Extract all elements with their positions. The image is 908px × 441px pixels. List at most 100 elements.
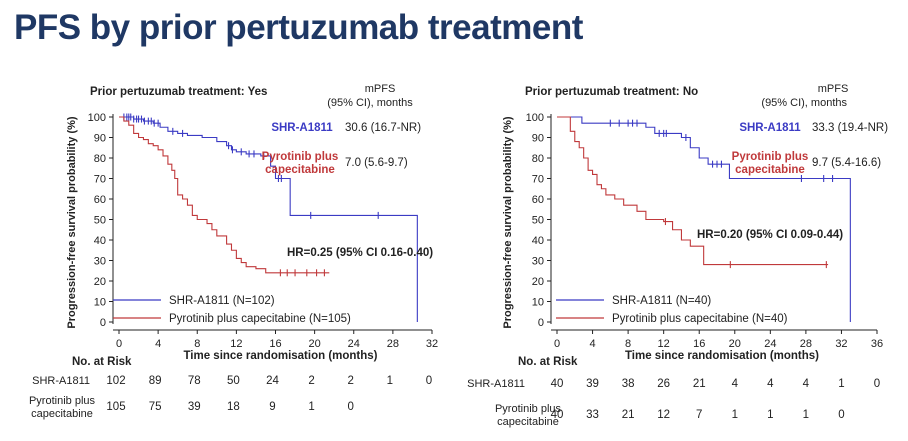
panel-1-mpfs-value-1: 30.6 (16.7-NR) — [345, 122, 421, 134]
panel-1-y-tick-label: 0 — [100, 317, 106, 329]
panel-1-mpfs-value-2: 7.0 (5.6-9.7) — [345, 157, 408, 169]
panel-1-x-axis-label: Time since randomisation (months) — [183, 350, 377, 362]
panel-2-x-tick-label: 20 — [729, 338, 741, 350]
panel-2-series-1-line — [557, 116, 851, 322]
panel-2-risk-row-2-value: 33 — [586, 409, 599, 421]
slide-title: PFS by prior pertuzumab treatment — [14, 8, 583, 47]
panel-2-x-tick-label: 8 — [625, 338, 631, 350]
panel-2-x-tick-label: 24 — [764, 338, 776, 350]
panel-2-x-tick-label: 0 — [554, 338, 560, 350]
panel-2-risk-row-1-value: 4 — [767, 378, 774, 390]
panel-2-risk-row-2-value: 7 — [696, 409, 702, 421]
panel-2-y-tick-label: 70 — [532, 174, 544, 186]
panel-2-risk-row-2-value: 0 — [838, 409, 844, 421]
panel-1-mpfs-name-1: SHR-A1811 — [271, 122, 333, 134]
panel-2-y-tick-label: 50 — [532, 215, 544, 227]
panel-1-x-tick-label: 16 — [269, 338, 281, 350]
panel-2-x-axis-label: Time since randomisation (months) — [625, 350, 819, 362]
panel-1-x-tick-label: 20 — [309, 338, 321, 350]
panel-2-risk-row-2-value: 1 — [803, 409, 809, 421]
panel-2-risk-row-2-value: 1 — [732, 409, 738, 421]
panel-2-risk-row-1-value: 4 — [803, 378, 810, 390]
panel-2-risk-row-2-value: 40 — [551, 409, 564, 421]
panel-2-mpfs-subheader: (95% CI), months — [761, 97, 847, 109]
panel-1-risk-row-2-label: capecitabine — [31, 408, 93, 420]
panel-2-risk-row-1-value: 4 — [732, 378, 739, 390]
panel-2-risk-row-2-label: Pyrotinib plus — [495, 403, 562, 415]
panel-2-y-tick-label: 100 — [526, 112, 544, 124]
panel-1-risk-row-1-value: 24 — [266, 375, 279, 387]
panel-1-y-tick-label: 10 — [94, 297, 106, 309]
panel-1-y-tick-label: 60 — [94, 194, 106, 206]
panel-2-legend-label-2: Pyrotinib plus capecitabine (N=40) — [612, 313, 788, 325]
panel-1-x-tick-label: 8 — [194, 338, 200, 350]
panel-1-legend-label-2: Pyrotinib plus capecitabine (N=105) — [169, 313, 351, 325]
panel-1-mpfs-subheader: (95% CI), months — [327, 97, 413, 109]
panel-1-y-tick-label: 70 — [94, 174, 106, 186]
panel-2-y-tick-label: 30 — [532, 256, 544, 268]
panel-1-risk-row-1-value: 1 — [387, 375, 393, 387]
panel-2-y-tick-label: 90 — [532, 133, 544, 145]
panel-2-hazard-ratio: HR=0.20 (95% CI 0.09-0.44) — [697, 229, 843, 241]
panel-1-risk-row-2-value: 1 — [308, 401, 314, 413]
panel-1-risk-row-1-value: 50 — [227, 375, 240, 387]
panel-2-risk-row-2-value: 12 — [657, 409, 670, 421]
panel-1-risk-row-1-value: 102 — [106, 375, 125, 387]
panel-1-risk-row-2-value: 75 — [149, 401, 162, 413]
panel-1-y-axis-label: Progression-free survival probability (%… — [66, 116, 78, 328]
panel-2-risk-row-2-label: capecitabine — [497, 416, 559, 428]
panel-1-risk-row-2-value: 9 — [269, 401, 275, 413]
panel-2-title: Prior pertuzumab treatment: No — [525, 86, 698, 98]
panel-1-risk-row-2-label: Pyrotinib plus — [29, 395, 96, 407]
panel-1-risk-row-1-value: 2 — [308, 375, 314, 387]
panel-2-x-tick-label: 28 — [800, 338, 812, 350]
panel-2-mpfs-name-2: capecitabine — [735, 164, 805, 176]
panel-2-legend-label-1: SHR-A1811 (N=40) — [612, 295, 711, 307]
panel-2-y-tick-label: 10 — [532, 297, 544, 309]
panel-1-y-tick-label: 50 — [94, 215, 106, 227]
panel-2-risk-row-1-value: 40 — [551, 378, 564, 390]
panel-1-title: Prior pertuzumab treatment: Yes — [90, 86, 267, 98]
panel-2-x-tick-label: 12 — [658, 338, 670, 350]
panel-2-risk-row-1-value: 39 — [586, 378, 599, 390]
panel-2-x-tick-label: 32 — [835, 338, 847, 350]
panel-1-y-tick-label: 100 — [88, 112, 106, 124]
panel-2-y-tick-label: 20 — [532, 276, 544, 288]
panel-1-x-tick-label: 24 — [348, 338, 360, 350]
panel-1-mpfs-header: mPFS — [365, 83, 396, 95]
panel-1-risk-row-1-value: 2 — [348, 375, 354, 387]
panel-2-x-tick-label: 16 — [693, 338, 705, 350]
panel-2-risk-row-1-value: 21 — [693, 378, 706, 390]
panel-2-risk-row-1-value: 0 — [874, 378, 880, 390]
panel-1-x-tick-label: 0 — [116, 338, 122, 350]
panel-1-x-tick-label: 28 — [387, 338, 399, 350]
panel-1-y-tick-label: 80 — [94, 153, 106, 165]
panel-1-y-tick-label: 40 — [94, 235, 106, 247]
panel-2-x-tick-label: 36 — [871, 338, 883, 350]
panel-1-risk-row-2-value: 105 — [106, 401, 125, 413]
panel-2-y-tick-label: 40 — [532, 235, 544, 247]
panel-2-risk-header: No. at Risk — [518, 356, 578, 368]
panel-2-risk-row-2-value: 1 — [767, 409, 773, 421]
panel-1-y-tick-label: 90 — [94, 133, 106, 145]
panel-1-series-1-line — [119, 116, 418, 322]
panel-2-risk-row-2-value: 21 — [622, 409, 635, 421]
panel-1-x-tick-label: 12 — [230, 338, 242, 350]
panel-2-y-tick-label: 80 — [532, 153, 544, 165]
panel-2-y-tick-label: 60 — [532, 194, 544, 206]
panel-1-risk-row-2-value: 39 — [188, 401, 201, 413]
panel-2-risk-row-1-label: SHR-A1811 — [467, 378, 525, 390]
panel-1-risk-row-1-value: 78 — [188, 375, 201, 387]
panel-2-y-tick-label: 0 — [538, 317, 544, 329]
panel-2-mpfs-value-1: 33.3 (19.4-NR) — [812, 122, 888, 134]
panel-2-y-axis-label: Progression-free survival probability (%… — [502, 116, 514, 328]
panel-1-hazard-ratio: HR=0.25 (95% CI 0.16-0.40) — [287, 247, 433, 259]
panel-1-mpfs-name-2: Pyrotinib plus — [262, 151, 339, 163]
panel-1-risk-row-1-value: 0 — [426, 375, 432, 387]
panel-2-mpfs-value-2: 9.7 (5.4-16.6) — [812, 157, 881, 169]
panel-1-risk-header: No. at Risk — [72, 356, 132, 368]
panel-2-mpfs-name-2: Pyrotinib plus — [732, 151, 809, 163]
panel-2-risk-row-1-value: 26 — [657, 378, 670, 390]
panel-1-x-tick-label: 4 — [155, 338, 161, 350]
